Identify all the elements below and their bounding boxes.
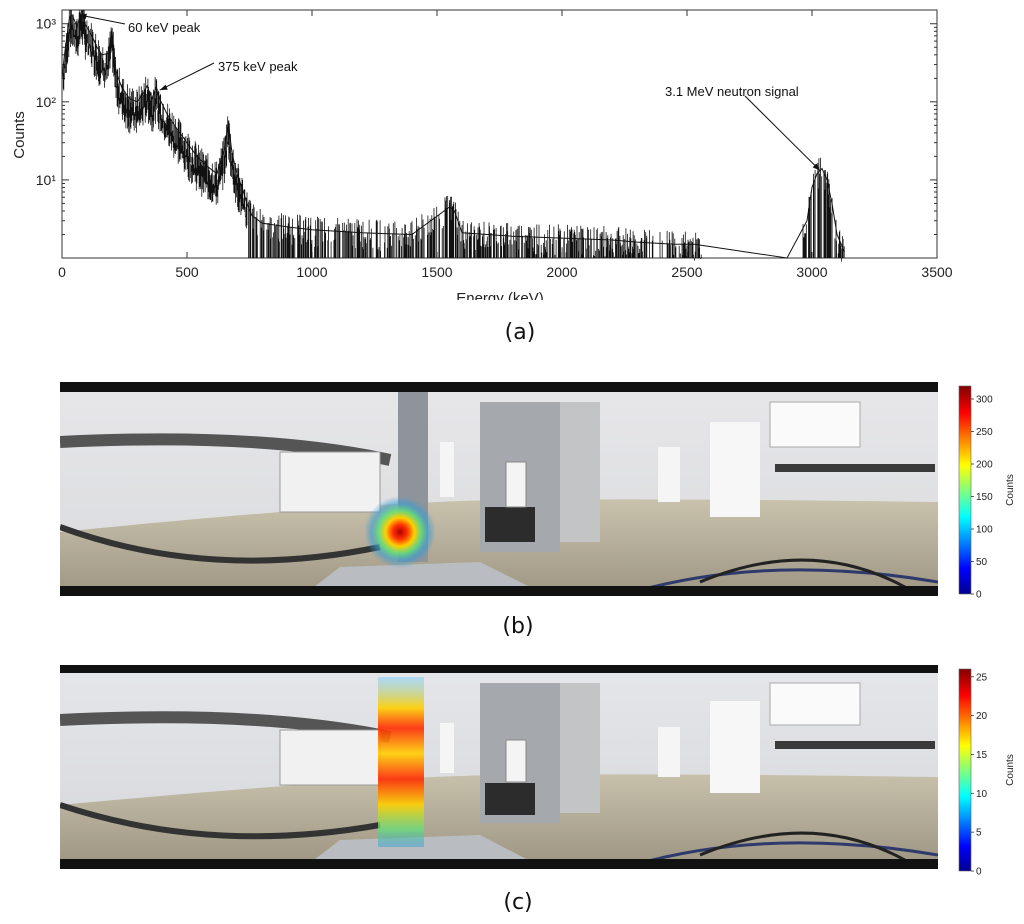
colorbar-tick-label: 0 — [976, 867, 982, 876]
caption-a: (a) — [504, 320, 536, 345]
spectrum-noise — [62, 10, 845, 262]
caption-b: (b) — [502, 614, 534, 639]
annotation-arrowhead — [79, 13, 87, 19]
x-tick-label: 1500 — [421, 264, 452, 280]
annotation-arrowhead — [159, 84, 168, 91]
y-tick-label: 10² — [36, 94, 57, 110]
annotation-arrow — [78, 14, 126, 25]
annotation-arrow — [159, 62, 215, 91]
colorbar-tick-label: 250 — [976, 427, 993, 438]
panorama-b — [60, 382, 938, 596]
x-tick-label: 3500 — [921, 264, 952, 280]
colorbar-tick-label: 0 — [976, 590, 982, 599]
colorbar-tick-label: 50 — [976, 557, 988, 568]
x-tick-label: 0 — [58, 264, 66, 280]
panorama-b-scene — [60, 382, 938, 596]
y-tick-label: 10¹ — [36, 172, 57, 188]
annotation-label: 60 keV peak — [128, 20, 201, 35]
colorbar-gradient — [958, 668, 972, 872]
x-tick-label: 3000 — [796, 264, 827, 280]
colorbar-tick-label: 10 — [976, 789, 988, 800]
hotspot-c — [378, 677, 424, 847]
caption-c: (c) — [503, 890, 533, 915]
y-tick-label: 10³ — [36, 16, 57, 32]
x-tick-label: 2000 — [546, 264, 577, 280]
colorbar-gradient — [958, 385, 972, 595]
y-axis-label: Counts — [11, 111, 28, 159]
annotation-label: 3.1 MeV neutron signal — [665, 84, 799, 99]
spectrum-svg: 0 500 1000 1500 2000 2500 3000 3500 10¹ 10² 10³ 60… — [11, 9, 953, 307]
colorbar-label: Counts — [1005, 754, 1016, 786]
colorbar-tick-label: 25 — [976, 672, 988, 683]
spectrum-chart: 0 500 1000 1500 2000 2500 3000 3500 10¹ 10² 10³ 60… — [0, 0, 1024, 307]
colorbar-label: Counts — [1005, 474, 1016, 506]
colorbar-tick-label: 200 — [976, 460, 993, 471]
colorbar-tick-label: 100 — [976, 525, 993, 536]
x-tick-label: 1000 — [296, 264, 327, 280]
annotation-arrowhead — [812, 163, 820, 171]
colorbar-tick-label: 150 — [976, 492, 993, 503]
x-tick-label: 500 — [175, 264, 199, 280]
colorbar-b: 0 50 100 150 200 250 300 Counts — [955, 382, 1020, 601]
annotation-arrow — [744, 95, 821, 171]
annotation-label: 375 keV peak — [218, 59, 298, 74]
colorbar-tick-label: 20 — [976, 711, 988, 722]
panorama-c — [60, 665, 938, 869]
x-tick-label: 2500 — [671, 264, 702, 280]
hotspot-b — [364, 496, 436, 568]
colorbar-tick-label: 300 — [976, 395, 993, 406]
plot-frame — [61, 9, 938, 259]
colorbar-tick-label: 15 — [976, 750, 988, 761]
colorbar-tick-label: 5 — [976, 828, 982, 839]
colorbar-c: 0 5 10 15 20 25 Counts — [955, 665, 1020, 878]
x-axis-label: Energy (keV) — [456, 290, 544, 300]
panorama-c-scene — [60, 665, 938, 869]
